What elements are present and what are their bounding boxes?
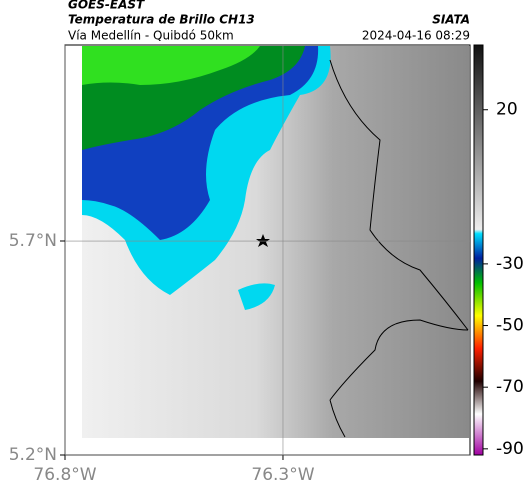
y-tick-label: 5.2°N — [9, 445, 57, 465]
product: Temperatura de Brillo CH13 — [68, 13, 255, 27]
source: SIATA — [432, 13, 470, 27]
datetime: 2024-04-16 08:29 — [362, 29, 470, 43]
colorbar-tick-label: 20 — [496, 100, 518, 120]
satellite-image — [82, 46, 469, 438]
colorbar-tick-label: -70 — [496, 377, 524, 397]
x-tick-label: 76.8°W — [33, 465, 96, 485]
region: Vía Medellín - Quibdó 50km — [68, 29, 234, 43]
colorbar-tick-label: -30 — [496, 254, 524, 274]
satellite: GOES-EAST — [68, 0, 145, 12]
y-tick-label: 5.7°N — [9, 231, 57, 251]
colorbar — [473, 44, 484, 456]
colorbar-tick-label: -90 — [496, 439, 524, 459]
x-tick-label: 76.3°W — [251, 465, 314, 485]
colorbar-tick-label: -50 — [496, 316, 524, 336]
